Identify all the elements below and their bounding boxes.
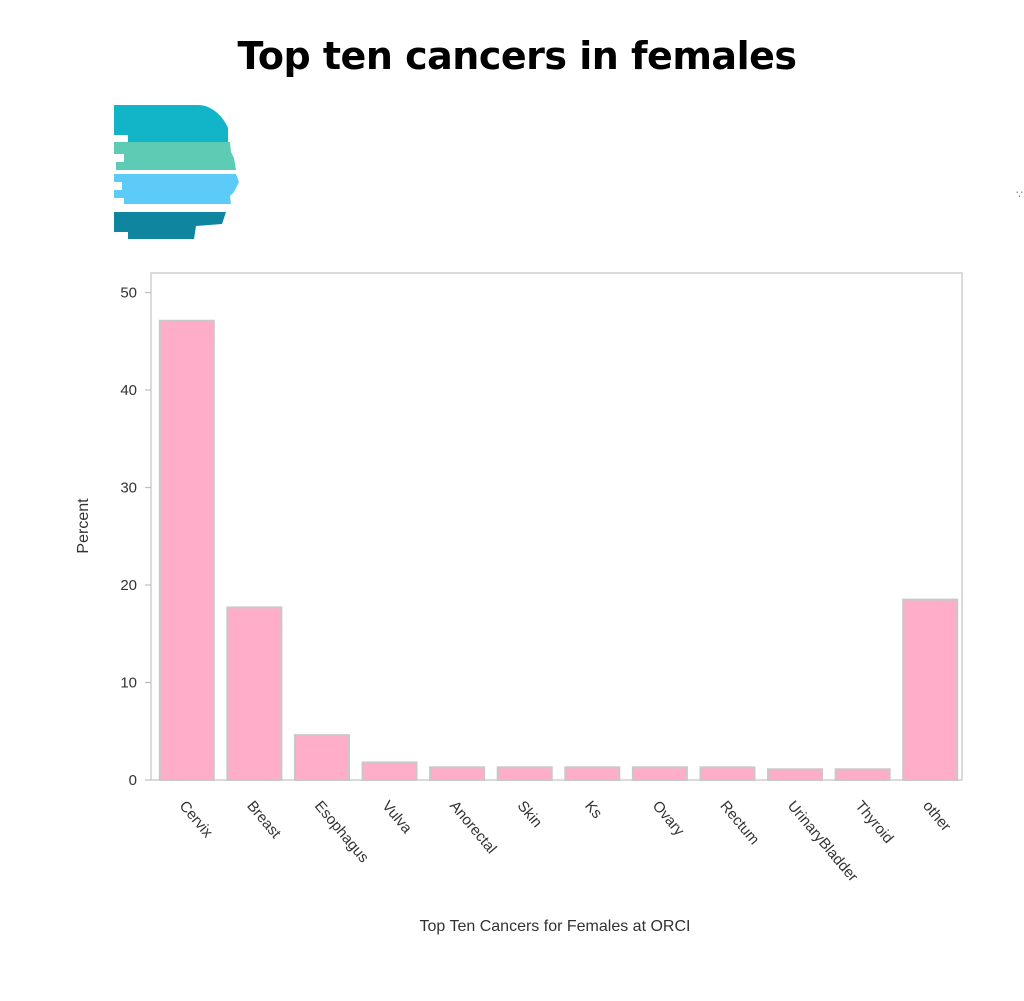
x-tick-label: Vulva	[378, 798, 415, 838]
x-tick-label: Breast	[243, 798, 284, 843]
y-tick-label: 50	[120, 285, 137, 302]
x-tick-label: Rectum	[716, 798, 762, 849]
bar-ks	[564, 766, 621, 782]
bar-other	[902, 598, 959, 781]
y-tick-label: 30	[120, 480, 137, 497]
y-tick-label: 10	[120, 675, 137, 692]
bar-cervix	[158, 319, 215, 781]
x-tick-label: Ks	[581, 798, 605, 822]
bar-esophagus	[293, 734, 350, 782]
y-axis-title: Percent	[75, 498, 92, 554]
y-tick-label: 40	[120, 382, 137, 399]
bar-thyroid	[834, 768, 891, 782]
logo-stripe-3	[114, 174, 239, 204]
x-tick-label: Cervix	[176, 798, 217, 842]
bars	[158, 319, 959, 782]
bar-ovary	[631, 766, 688, 782]
bar-vulva	[361, 761, 418, 782]
bar-anorectal	[429, 766, 486, 782]
bar-urinarybladder	[767, 768, 824, 782]
y-tick-label: 20	[120, 577, 137, 594]
y-axis: 0 10 20 30 40 50	[120, 285, 151, 789]
x-tick-label: Anorectal	[446, 798, 500, 857]
x-tick-label: other	[919, 798, 954, 835]
x-axis-title: Top Ten Cancers for Females at ORCI	[420, 918, 691, 935]
logo-stripe-1	[114, 105, 228, 142]
x-tick-label: Esophagus	[311, 798, 372, 866]
x-tick-label: UrinaryBladder	[784, 798, 861, 886]
bar-breast	[226, 606, 283, 781]
x-tick-label: Ovary	[649, 798, 688, 840]
bar-skin	[496, 766, 553, 782]
page-title: Top ten cancers in females	[237, 34, 797, 78]
logo-stripe-2	[114, 142, 236, 170]
head-profile-stripes-logo	[114, 105, 239, 239]
y-tick-label: 0	[129, 772, 137, 789]
plot-frame	[150, 272, 963, 781]
logo-stripe-4	[114, 212, 226, 239]
bar-rectum	[699, 766, 756, 782]
x-tick-label: Skin	[514, 798, 546, 831]
x-axis: Cervix Breast Esophagus Vulva Anorectal Skin K…	[176, 798, 954, 886]
x-tick-label: Thyroid	[852, 798, 897, 847]
edge-mark: ∵	[1016, 189, 1023, 201]
